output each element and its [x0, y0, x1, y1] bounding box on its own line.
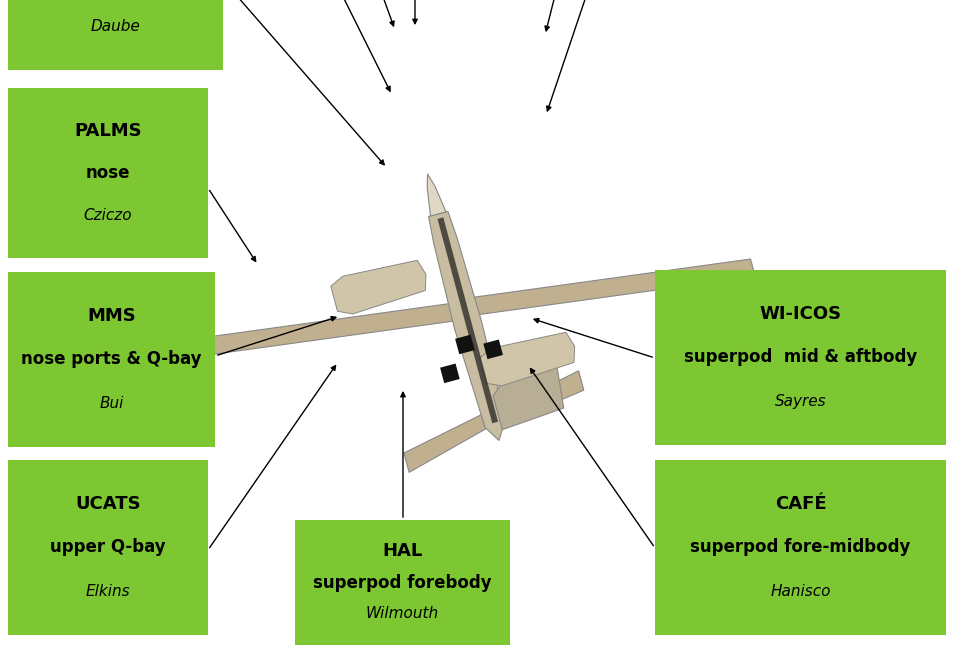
Polygon shape: [500, 371, 583, 424]
Polygon shape: [439, 363, 459, 383]
Text: nose ports & Q-bay: nose ports & Q-bay: [21, 350, 201, 368]
Text: Hanisco: Hanisco: [769, 584, 830, 599]
Polygon shape: [455, 335, 475, 354]
Polygon shape: [493, 346, 563, 430]
Polygon shape: [437, 217, 497, 423]
Polygon shape: [473, 259, 755, 314]
FancyBboxPatch shape: [294, 520, 510, 645]
Polygon shape: [403, 415, 485, 473]
Polygon shape: [428, 212, 504, 441]
Text: UCATS: UCATS: [75, 495, 141, 513]
Text: superpod  mid & aftbody: superpod mid & aftbody: [683, 348, 916, 367]
Polygon shape: [427, 174, 445, 216]
Text: Bui: Bui: [99, 396, 124, 411]
FancyBboxPatch shape: [8, 272, 214, 447]
FancyBboxPatch shape: [655, 270, 945, 445]
Polygon shape: [331, 260, 425, 314]
Text: superpod forebody: superpod forebody: [313, 574, 492, 592]
Text: PALMS: PALMS: [74, 122, 142, 139]
Polygon shape: [483, 340, 502, 359]
Text: Cziczo: Cziczo: [84, 208, 132, 223]
Text: CAFÉ: CAFÉ: [774, 495, 825, 513]
Text: upper Q-bay: upper Q-bay: [51, 538, 166, 557]
FancyBboxPatch shape: [655, 460, 945, 635]
Text: superpod fore-midbody: superpod fore-midbody: [690, 538, 910, 557]
Polygon shape: [172, 303, 454, 359]
Text: Sayres: Sayres: [774, 394, 825, 409]
Polygon shape: [479, 332, 574, 386]
FancyBboxPatch shape: [8, 88, 208, 258]
FancyBboxPatch shape: [8, 0, 223, 70]
Text: nose: nose: [86, 164, 131, 182]
Text: WI-ICOS: WI-ICOS: [759, 305, 841, 323]
Text: HAL: HAL: [382, 542, 422, 561]
Text: Daube: Daube: [91, 19, 140, 34]
Text: Wilmouth: Wilmouth: [366, 606, 438, 621]
Text: MMS: MMS: [87, 307, 135, 325]
FancyBboxPatch shape: [8, 460, 208, 635]
Text: Elkins: Elkins: [86, 584, 131, 599]
